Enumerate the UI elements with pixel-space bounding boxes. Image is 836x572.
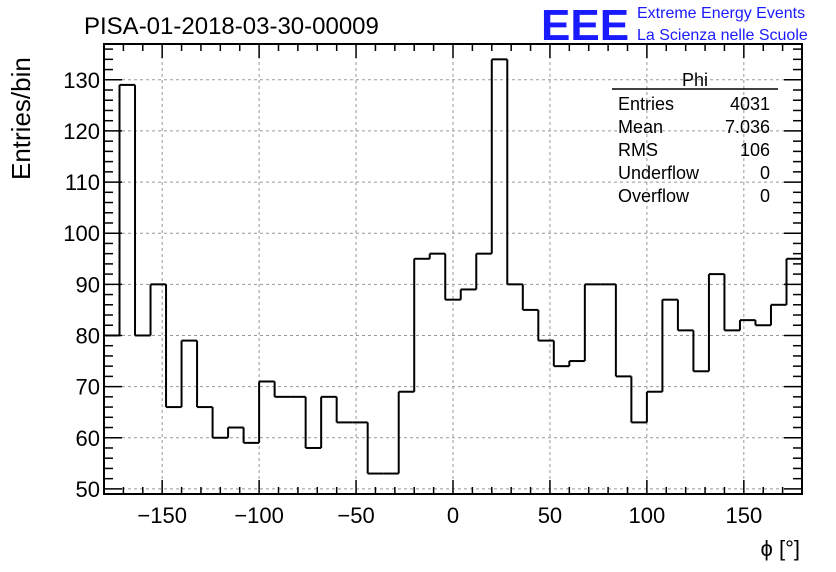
stats-row-value: 4031 — [730, 94, 770, 114]
stats-title: Phi — [682, 70, 708, 90]
x-tick-label: 150 — [725, 503, 762, 528]
axis-ticks — [104, 44, 802, 494]
y-tick-label: 110 — [65, 170, 100, 195]
logo-line-2: La Scienza nelle Scuole — [637, 27, 808, 44]
y-tick-label: 70 — [76, 375, 100, 400]
y-tick-label: 120 — [63, 119, 100, 144]
x-tick-label: −150 — [137, 503, 187, 528]
x-axis-label: ϕ [°] — [761, 536, 800, 561]
x-tick-label: −50 — [337, 503, 374, 528]
stats-row-value: 0 — [760, 163, 770, 183]
stats-row-label: Mean — [618, 117, 663, 137]
histogram-plot — [104, 58, 802, 475]
y-tick-label: 80 — [76, 323, 100, 348]
stats-row-value: 0 — [760, 186, 770, 206]
x-tick-label: −100 — [234, 503, 284, 528]
logo-line-1: Extreme Energy Events — [637, 5, 805, 22]
x-tick-label: 50 — [538, 503, 562, 528]
stats-row-label: Overflow — [618, 186, 690, 206]
stats-row-label: Underflow — [618, 163, 700, 183]
x-tick-labels: −150 −100 −50 0 50 100 150 — [137, 503, 762, 528]
grid — [104, 44, 802, 494]
stats-box: Phi Entries 4031 Mean 7.036 RMS 106 Underflow 0… — [612, 70, 778, 206]
y-tick-label: 60 — [76, 426, 100, 451]
eee-logo-mark: EEE — [541, 1, 629, 50]
stats-row-value: 7.036 — [725, 117, 770, 137]
y-axis-label: Entries/bin — [6, 57, 36, 180]
y-tick-label: 90 — [76, 272, 100, 297]
y-tick-labels: 50 60 70 80 90 100 110 120 130 — [63, 68, 100, 502]
y-tick-label: 50 — [76, 477, 100, 502]
x-tick-label: 100 — [629, 503, 666, 528]
stats-row-value: 106 — [740, 140, 770, 160]
y-tick-label: 130 — [63, 68, 100, 93]
stats-row-label: Entries — [618, 94, 674, 114]
stats-row-label: RMS — [618, 140, 658, 160]
x-tick-label: 0 — [447, 503, 459, 528]
y-tick-label: 100 — [63, 221, 100, 246]
chart-title: PISA-01-2018-03-30-00009 — [84, 13, 379, 40]
